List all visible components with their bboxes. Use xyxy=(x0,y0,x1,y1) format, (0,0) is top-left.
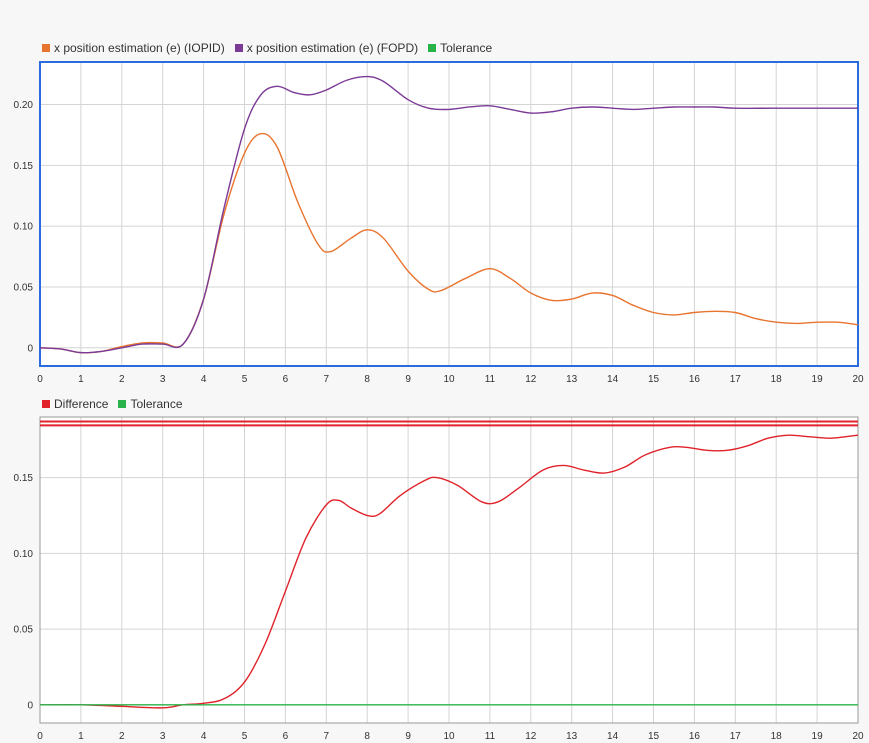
x-tick-label: 12 xyxy=(525,731,537,742)
x-tick-label: 13 xyxy=(566,731,578,742)
x-tick-label: 0 xyxy=(37,731,43,742)
y-tick-label: 0.05 xyxy=(14,282,34,293)
x-tick-label: 4 xyxy=(201,374,207,385)
x-tick-label: 5 xyxy=(242,374,248,385)
x-tick-label: 0 xyxy=(37,374,43,385)
legend-swatch-fopd xyxy=(234,44,243,52)
x-tick-label: 20 xyxy=(852,374,864,385)
x-tick-label: 18 xyxy=(771,374,783,385)
bottom-chart-legend: Difference Tolerance xyxy=(42,397,183,411)
x-tick-label: 3 xyxy=(160,731,166,742)
x-tick-label: 15 xyxy=(648,374,660,385)
y-tick-label: 0.10 xyxy=(14,549,34,560)
y-tick-label: 0 xyxy=(27,343,33,354)
legend-label-tolerance-bottom: Tolerance xyxy=(130,397,183,411)
legend-label-fopd: x position estimation (e) (FOPD) xyxy=(246,41,419,55)
series-line-0-1 xyxy=(39,75,859,354)
x-tick-label: 4 xyxy=(201,731,207,742)
x-tick-label: 16 xyxy=(689,374,701,385)
chart-1: 0 1 2 3 4 5 6 7 8 9 10 11 12 13 14 15 16 17 18 19 2000.050.1… xyxy=(14,416,864,742)
legend-label-tolerance-top: Tolerance xyxy=(440,41,493,55)
y-tick-label: 0.15 xyxy=(14,473,34,484)
x-tick-label: 1 xyxy=(78,731,84,742)
x-tick-label: 20 xyxy=(852,731,864,742)
x-tick-label: 5 xyxy=(242,731,248,742)
x-tick-label: 12 xyxy=(525,374,537,385)
x-tick-label: 14 xyxy=(607,731,619,742)
legend-item-tolerance-bottom[interactable]: Tolerance xyxy=(118,397,183,411)
x-tick-label: 7 xyxy=(324,374,330,385)
x-tick-label: 1 xyxy=(78,374,84,385)
chart-0: 0 1 2 3 4 5 6 7 8 9 10 11 12 13 14 15 16 17 18 19 2000.050.1… xyxy=(14,61,864,385)
x-tick-label: 19 xyxy=(812,374,824,385)
x-tick-label: 18 xyxy=(771,731,783,742)
x-tick-label: 3 xyxy=(160,374,166,385)
x-tick-label: 17 xyxy=(730,374,742,385)
x-tick-label: 14 xyxy=(607,374,619,385)
legend-swatch-tolerance-top xyxy=(428,44,437,52)
y-tick-label: 0.10 xyxy=(14,222,34,233)
x-tick-label: 19 xyxy=(812,731,824,742)
top-chart-legend: x position estimation (e) (IOPID) x posi… xyxy=(42,41,492,55)
x-tick-label: 8 xyxy=(364,731,370,742)
legend-swatch-iopid xyxy=(42,44,50,52)
legend-item-fopd[interactable]: x position estimation (e) (FOPD) xyxy=(234,41,419,55)
y-tick-label: 0 xyxy=(27,700,33,711)
legend-swatch-tolerance-bottom xyxy=(118,400,127,408)
legend-item-iopid[interactable]: x position estimation (e) (IOPID) xyxy=(42,41,225,55)
legend-item-tolerance-top[interactable]: Tolerance xyxy=(428,41,492,55)
x-tick-label: 10 xyxy=(443,731,455,742)
x-tick-label: 17 xyxy=(730,731,742,742)
plot-frame[interactable] xyxy=(39,416,859,724)
y-tick-label: 0.15 xyxy=(14,161,34,172)
x-tick-label: 9 xyxy=(405,731,411,742)
x-tick-label: 11 xyxy=(485,731,496,742)
x-tick-label: 9 xyxy=(405,374,411,385)
x-tick-label: 11 xyxy=(485,374,496,385)
x-tick-label: 7 xyxy=(324,731,330,742)
legend-swatch-difference xyxy=(42,400,50,408)
legend-label-difference: Difference xyxy=(54,397,109,411)
x-tick-label: 8 xyxy=(364,374,370,385)
legend-item-difference[interactable]: Difference xyxy=(42,397,108,411)
x-tick-label: 13 xyxy=(566,374,578,385)
x-tick-label: 15 xyxy=(648,731,660,742)
y-tick-label: 0.05 xyxy=(14,625,34,636)
x-tick-label: 16 xyxy=(689,731,701,742)
x-tick-label: 6 xyxy=(283,374,289,385)
series-line-1-0 xyxy=(39,434,859,709)
x-tick-label: 10 xyxy=(443,374,455,385)
y-tick-label: 0.20 xyxy=(14,100,34,111)
legend-label-iopid: x position estimation (e) (IOPID) xyxy=(54,41,225,55)
x-tick-label: 6 xyxy=(283,731,289,742)
x-tick-label: 2 xyxy=(119,731,125,742)
x-tick-label: 2 xyxy=(119,374,125,385)
plot-frame[interactable] xyxy=(39,61,859,367)
